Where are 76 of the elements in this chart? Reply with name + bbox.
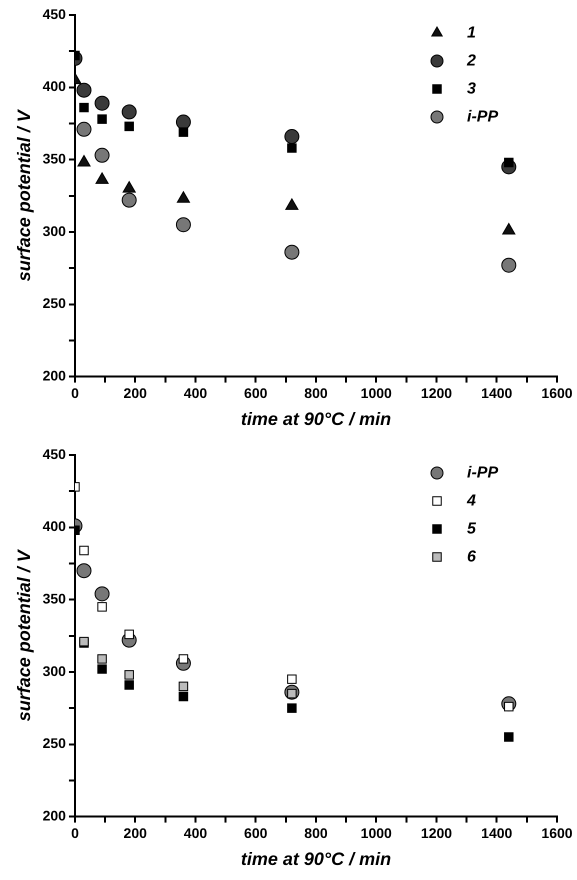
point bbox=[124, 122, 134, 132]
x-tick-label: 0 bbox=[71, 384, 80, 401]
y-tick-label: 200 bbox=[42, 807, 66, 824]
point bbox=[97, 664, 107, 674]
point bbox=[97, 114, 107, 124]
x-tick-label: 1200 bbox=[420, 824, 452, 841]
y-axis-title: surface potential / V bbox=[14, 548, 34, 722]
x-tick-label: 400 bbox=[184, 384, 208, 401]
x-axis-title: time at 90°C / min bbox=[240, 849, 392, 870]
point bbox=[287, 143, 297, 153]
y-tick-label: 300 bbox=[42, 662, 66, 679]
x-tick-label: 800 bbox=[304, 384, 328, 401]
point bbox=[504, 158, 514, 168]
point bbox=[79, 102, 89, 112]
legend-label: 3 bbox=[467, 80, 476, 98]
legend-label: 2 bbox=[466, 52, 476, 70]
point bbox=[176, 114, 191, 130]
point bbox=[124, 630, 134, 640]
point bbox=[94, 586, 110, 602]
y-tick-label: 200 bbox=[42, 367, 66, 384]
y-tick-label: 250 bbox=[42, 295, 66, 312]
point bbox=[77, 155, 91, 167]
point bbox=[76, 82, 92, 98]
point bbox=[96, 172, 109, 184]
x-tick-label: 1600 bbox=[541, 824, 573, 841]
legend-label: 4 bbox=[466, 492, 476, 510]
point bbox=[284, 129, 300, 144]
y-tick-label: 450 bbox=[42, 6, 66, 22]
x-tick-label: 1000 bbox=[360, 384, 392, 401]
x-tick-label: 200 bbox=[124, 824, 148, 841]
y-tick-label: 400 bbox=[42, 518, 66, 534]
x-tick-label: 1400 bbox=[481, 384, 513, 401]
point bbox=[122, 181, 136, 193]
point bbox=[76, 563, 92, 578]
point bbox=[94, 96, 110, 111]
y-tick-label: 350 bbox=[42, 590, 66, 606]
y-tick-label: 450 bbox=[42, 446, 66, 462]
legend-label: i-PP bbox=[467, 108, 498, 126]
x-axis-title: time at 90°C / min bbox=[240, 409, 392, 430]
legend-label: 5 bbox=[467, 520, 477, 538]
point bbox=[76, 122, 92, 137]
point bbox=[284, 244, 300, 260]
point bbox=[124, 670, 134, 680]
y-axis-title: surface potential / V bbox=[14, 108, 34, 282]
x-tick-label: 400 bbox=[184, 824, 208, 841]
point bbox=[97, 654, 107, 664]
point bbox=[122, 104, 137, 120]
point bbox=[504, 732, 514, 742]
y-tick-label: 350 bbox=[42, 150, 66, 166]
point bbox=[178, 682, 188, 692]
legend-label: 1 bbox=[467, 24, 476, 42]
x-tick-label: 0 bbox=[71, 824, 80, 841]
x-tick-label: 1000 bbox=[360, 824, 392, 841]
point bbox=[94, 148, 110, 163]
point bbox=[178, 127, 188, 137]
point bbox=[176, 217, 191, 232]
point bbox=[501, 258, 516, 273]
x-tick-label: 1200 bbox=[420, 384, 452, 401]
point bbox=[176, 191, 190, 203]
x-tick-label: 200 bbox=[124, 384, 148, 401]
y-tick-label: 250 bbox=[42, 735, 66, 752]
legend-label: i-PP bbox=[467, 464, 498, 482]
y-tick-label: 400 bbox=[42, 78, 66, 94]
x-tick-label: 600 bbox=[244, 384, 268, 401]
x-tick-label: 1400 bbox=[481, 824, 513, 841]
x-tick-label: 800 bbox=[304, 824, 328, 841]
point bbox=[287, 703, 297, 713]
x-tick-label: 600 bbox=[244, 824, 268, 841]
point bbox=[178, 692, 188, 702]
point bbox=[285, 198, 298, 210]
point bbox=[502, 223, 516, 235]
x-tick-label: 1600 bbox=[541, 384, 573, 401]
point bbox=[124, 680, 134, 690]
legend-label: 6 bbox=[467, 548, 476, 566]
y-tick-label: 300 bbox=[42, 222, 66, 239]
point bbox=[122, 192, 137, 208]
